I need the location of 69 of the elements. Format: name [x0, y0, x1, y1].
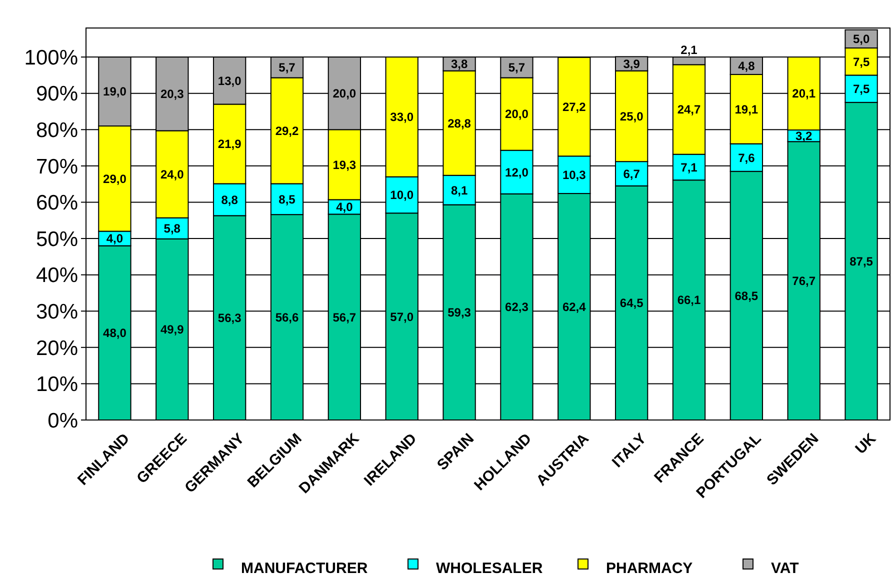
data-label: 4,0 — [336, 200, 354, 214]
data-label: 20,3 — [160, 87, 184, 102]
y-tick-label: 10% — [36, 373, 78, 396]
data-label: 3,9 — [623, 56, 640, 71]
data-label: 56,6 — [275, 310, 299, 324]
data-label: 7,1 — [680, 160, 698, 174]
data-label: 13,0 — [218, 74, 242, 88]
data-label: 4,8 — [738, 58, 756, 73]
data-label: 64,5 — [620, 296, 644, 310]
data-label: 21,9 — [218, 137, 242, 152]
data-label: 3,8 — [450, 57, 468, 72]
y-tick-label: 0% — [48, 409, 78, 432]
data-label: 56,7 — [332, 310, 356, 324]
y-tick-label: 60% — [36, 192, 78, 215]
legend-label: MANUFACTURER — [241, 560, 368, 577]
data-label: 5,7 — [278, 60, 296, 75]
data-label: 5,0 — [852, 32, 870, 46]
data-label: 20,0 — [505, 107, 529, 122]
data-label: 6,7 — [623, 166, 640, 181]
data-label: 62,3 — [505, 300, 529, 314]
data-label: 2,1 — [680, 43, 698, 58]
y-tick-label: 50% — [36, 228, 78, 251]
data-label: 57,0 — [390, 310, 414, 324]
data-label: 19,0 — [103, 84, 127, 99]
data-label: 29,2 — [275, 124, 299, 138]
data-label: 24,7 — [677, 102, 701, 117]
data-label: 28,8 — [448, 116, 472, 130]
data-label: 8,5 — [278, 192, 296, 206]
data-label: 62,4 — [562, 300, 586, 314]
data-label: 56,3 — [218, 311, 242, 326]
data-label: 33,0 — [390, 110, 414, 124]
data-label: 4,0 — [106, 232, 124, 246]
data-label: 66,1 — [677, 293, 701, 308]
data-label: 76,7 — [792, 274, 816, 288]
data-label: 10,0 — [390, 188, 414, 202]
x-tick-label: UK — [852, 430, 880, 458]
data-label: 25,0 — [620, 109, 644, 124]
data-label: 7,5 — [852, 54, 870, 69]
data-label: 8,1 — [450, 183, 468, 198]
data-label: 5,7 — [508, 60, 526, 75]
y-tick-label: 70% — [36, 155, 78, 178]
legend-label: PHARMACY — [606, 560, 693, 577]
data-label: 20,1 — [792, 86, 816, 101]
data-label: 5,8 — [164, 222, 181, 236]
data-label: 7,6 — [738, 150, 756, 165]
data-label: 19,3 — [332, 158, 356, 172]
data-label: 87,5 — [850, 254, 874, 268]
data-label: 12,0 — [505, 165, 529, 180]
data-label: 8,8 — [221, 192, 238, 207]
data-label: 7,5 — [852, 82, 870, 96]
y-tick-label: 80% — [36, 118, 78, 142]
data-label: 48,0 — [103, 326, 127, 340]
y-tick-label: 90% — [36, 82, 78, 106]
data-label: 19,1 — [734, 102, 758, 116]
data-label: 27,2 — [562, 100, 586, 114]
y-tick-label: 20% — [36, 336, 78, 360]
legend-label: VAT — [771, 560, 799, 577]
data-label: 68,5 — [734, 288, 758, 303]
data-label: 3,2 — [796, 129, 813, 143]
data-label: 59,3 — [448, 306, 472, 320]
data-label: 20,0 — [332, 86, 356, 101]
data-label: 49,9 — [160, 322, 184, 337]
y-tick-label: 30% — [36, 300, 78, 324]
data-label: 10,3 — [562, 168, 586, 182]
legend-label: WHOLESALER — [436, 560, 543, 577]
data-label: 24,0 — [160, 167, 184, 182]
data-label: 29,0 — [103, 172, 127, 186]
y-tick-label: 40% — [36, 264, 78, 288]
y-tick-label: 100% — [24, 46, 78, 70]
